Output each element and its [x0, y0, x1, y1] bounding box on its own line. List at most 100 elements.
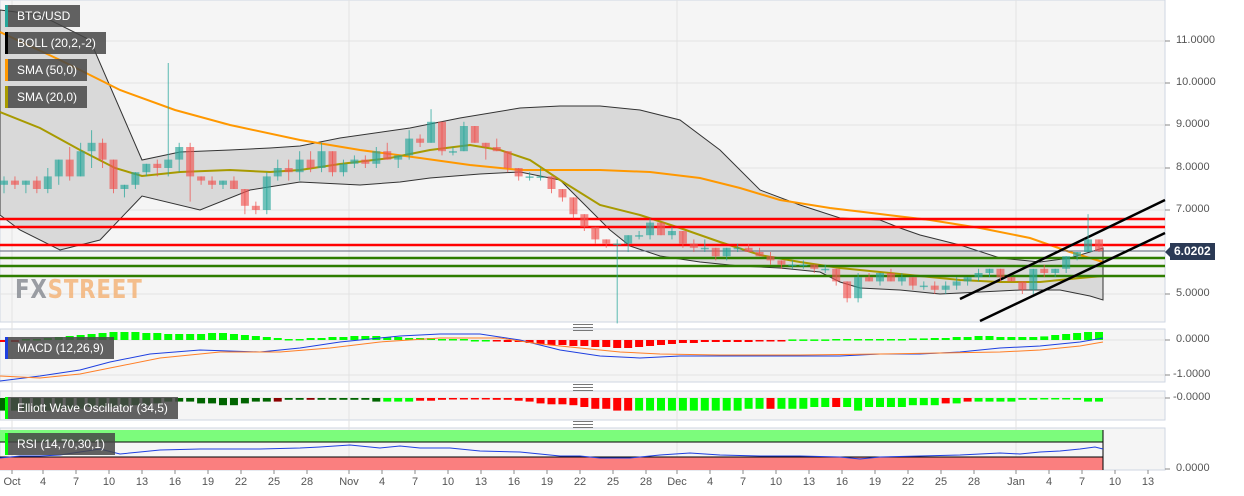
x-axis-label: 19 — [868, 476, 882, 488]
candle — [777, 260, 786, 265]
candle — [65, 159, 74, 177]
price-axis-label: 9.0000 — [1176, 118, 1210, 130]
candle — [569, 197, 578, 215]
x-axis-label: 19 — [201, 476, 215, 488]
candle — [317, 151, 326, 168]
candle — [897, 277, 906, 282]
x-axis-label: 13 — [1141, 476, 1155, 488]
candle — [54, 159, 63, 177]
candle — [131, 172, 140, 185]
candle — [843, 281, 852, 299]
candle — [339, 163, 348, 173]
candle — [514, 168, 523, 177]
candle — [87, 142, 96, 152]
macd-resize-handle[interactable] — [573, 324, 593, 331]
legend-sma20[interactable]: SMA (20,0) — [5, 86, 88, 108]
x-axis-label: 19 — [540, 476, 554, 488]
x-axis-label: 25 — [934, 476, 948, 488]
candle — [262, 176, 271, 210]
price-axis-label: 8.0000 — [1176, 161, 1210, 173]
rsi-line — [0, 444, 1104, 460]
x-axis-label: 10 — [441, 476, 455, 488]
candle — [208, 180, 217, 185]
x-axis-label: 7 — [411, 476, 419, 488]
candle — [788, 264, 797, 267]
x-axis-label: 10 — [102, 476, 116, 488]
ewo-axis-label: -0.0000 — [1173, 391, 1211, 403]
candle — [766, 256, 775, 261]
candle — [1084, 239, 1093, 252]
candle — [591, 226, 600, 240]
candle — [580, 214, 589, 227]
candle — [547, 176, 556, 189]
candle — [459, 126, 468, 152]
candlesticks — [0, 63, 1103, 324]
x-axis-label: 22 — [573, 476, 587, 488]
candle — [711, 247, 720, 257]
candle — [470, 126, 479, 143]
candle — [481, 142, 490, 147]
symbol-color-swatch — [5, 5, 8, 27]
y-axis-ticks — [1165, 40, 1170, 470]
sma20-color-swatch — [5, 86, 8, 108]
x-axis-label: 7 — [1078, 476, 1086, 488]
candle — [952, 281, 961, 286]
candle — [996, 268, 1005, 278]
legend-ewo[interactable]: Elliott Wave Oscillator (34,5) — [5, 397, 178, 419]
x-axis-ticks — [11, 470, 1149, 474]
legend-rsi[interactable]: RSI (14,70,30,1) — [5, 433, 116, 455]
x-axis-label: 7 — [72, 476, 80, 488]
legend-boll[interactable]: BOLL (20,2,-2) — [5, 32, 106, 54]
x-axis-label: 16 — [507, 476, 521, 488]
ewo-resize-handle[interactable] — [573, 384, 593, 391]
candle — [974, 273, 983, 278]
x-axis-label: 4 — [378, 476, 386, 488]
x-axis-label: Oct — [3, 476, 21, 488]
candle — [492, 147, 501, 152]
price-axis-label: 5.0000 — [1176, 287, 1210, 299]
candle — [251, 205, 260, 210]
candle — [229, 180, 238, 189]
candle — [1062, 256, 1071, 269]
x-axis-label: 16 — [168, 476, 182, 488]
candle — [503, 151, 512, 168]
candle — [1029, 268, 1038, 290]
candle — [1095, 239, 1103, 252]
x-axis-label: 13 — [135, 476, 149, 488]
candle — [1051, 268, 1060, 273]
candle — [219, 180, 227, 185]
x-axis-label: Nov — [339, 476, 359, 488]
candle — [667, 231, 676, 236]
candle — [32, 180, 41, 189]
x-axis-label: 25 — [267, 476, 281, 488]
sma50-color-swatch — [5, 59, 8, 81]
candle — [21, 180, 30, 185]
price-axis-label: 10.0000 — [1176, 76, 1216, 88]
legend-macd[interactable]: MACD (12,26,9) — [5, 337, 114, 359]
candle — [306, 159, 315, 168]
candle — [558, 189, 567, 198]
x-axis-label: 28 — [300, 476, 314, 488]
x-axis-label: 13 — [474, 476, 488, 488]
price-axis-label: 7.0000 — [1176, 203, 1210, 215]
candle — [295, 159, 304, 173]
candle — [120, 184, 129, 189]
candle — [755, 252, 764, 257]
candle — [197, 176, 206, 181]
candle — [76, 151, 85, 177]
candle — [832, 268, 841, 282]
legend-sma50[interactable]: SMA (50,0) — [5, 59, 88, 81]
legend-symbol[interactable]: BTG/USD — [5, 5, 81, 27]
candle — [0, 180, 8, 185]
candle — [646, 222, 655, 236]
candle — [733, 247, 742, 250]
candle — [744, 247, 753, 252]
x-axis-label: 22 — [234, 476, 248, 488]
x-axis-label: 10 — [1108, 476, 1122, 488]
rsi-resize-handle[interactable] — [573, 421, 593, 428]
candle — [536, 176, 545, 178]
candle — [273, 168, 282, 177]
x-axis-label: 4 — [39, 476, 47, 488]
candle — [1040, 268, 1049, 273]
